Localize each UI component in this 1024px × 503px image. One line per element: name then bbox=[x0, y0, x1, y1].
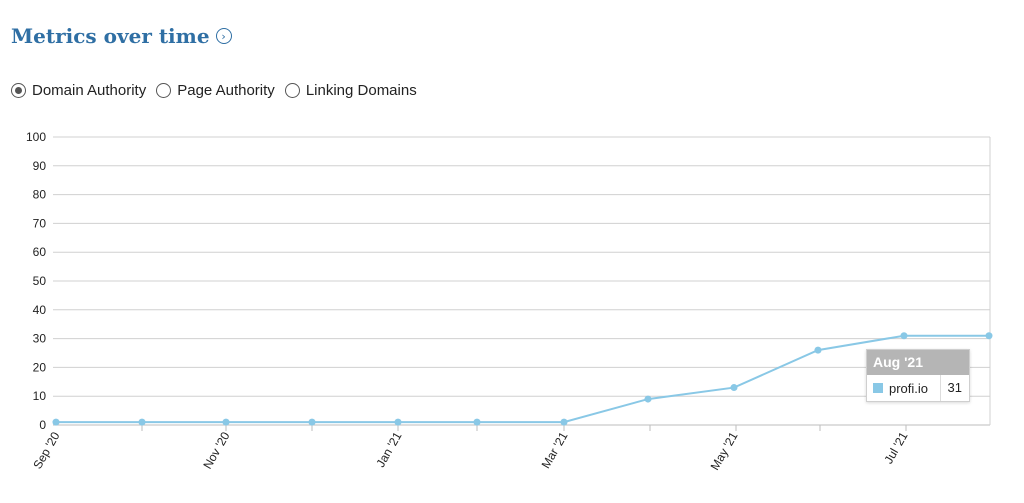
x-tick-label: Jul '21 bbox=[881, 429, 910, 466]
y-tick-label: 100 bbox=[26, 130, 46, 144]
y-tick-label: 0 bbox=[39, 418, 46, 432]
tooltip-value: 31 bbox=[939, 375, 969, 401]
metrics-line-chart: 0 10 20 30 40 50 60 70 80 90 100 Sep '20 Nov '20 Jan … bbox=[26, 130, 993, 473]
data-point bbox=[985, 332, 993, 340]
y-tick-label: 60 bbox=[33, 245, 47, 259]
x-tick-label: May '21 bbox=[708, 429, 741, 472]
y-tick-label: 50 bbox=[33, 274, 47, 288]
y-tick-label: 90 bbox=[33, 159, 47, 173]
data-point bbox=[730, 384, 738, 392]
metric-selector: Domain Authority Page Authority Linking … bbox=[11, 82, 417, 99]
x-tick-label: Jan '21 bbox=[373, 429, 404, 469]
radio-unchecked-icon[interactable] bbox=[156, 83, 172, 98]
radio-page-authority[interactable]: Page Authority bbox=[156, 82, 275, 99]
y-tick-label: 70 bbox=[33, 216, 47, 230]
y-tick-label: 30 bbox=[33, 332, 47, 346]
data-point bbox=[814, 346, 822, 354]
data-point bbox=[222, 418, 230, 426]
tooltip-series-name: profi.io bbox=[889, 380, 929, 396]
x-tick-label: Nov '20 bbox=[200, 429, 232, 471]
data-point bbox=[560, 418, 568, 426]
tooltip-row: profi.io 31 bbox=[867, 375, 969, 401]
page-title-text: Metrics over time bbox=[11, 24, 210, 48]
y-tick-label: 10 bbox=[33, 389, 47, 403]
radio-unchecked-icon[interactable] bbox=[284, 83, 300, 98]
data-point bbox=[644, 395, 652, 403]
radio-label: Linking Domains bbox=[305, 82, 417, 99]
y-tick-label: 40 bbox=[33, 303, 47, 317]
data-point bbox=[900, 332, 908, 340]
radio-label: Page Authority bbox=[177, 82, 275, 99]
series-swatch bbox=[873, 383, 883, 393]
data-point bbox=[394, 418, 402, 426]
x-tick-label: Sep '20 bbox=[30, 429, 62, 471]
chart-tooltip: Aug '21 profi.io 31 bbox=[866, 349, 970, 402]
tooltip-title: Aug '21 bbox=[867, 350, 969, 375]
series-line-profi-io bbox=[56, 334, 989, 424]
x-tick-label: Mar '21 bbox=[539, 429, 571, 471]
data-point bbox=[308, 418, 316, 426]
y-tick-label: 20 bbox=[33, 360, 47, 374]
chevron-right-circle-icon[interactable]: › bbox=[215, 28, 232, 44]
radio-label: Domain Authority bbox=[32, 82, 147, 99]
data-point bbox=[52, 418, 60, 426]
data-point bbox=[138, 418, 146, 426]
radio-checked-icon[interactable] bbox=[11, 83, 26, 98]
radio-domain-authority[interactable]: Domain Authority bbox=[11, 82, 146, 99]
radio-linking-domains[interactable]: Linking Domains bbox=[284, 82, 417, 99]
y-tick-label: 80 bbox=[33, 188, 47, 202]
page-title: Metrics over time › bbox=[11, 24, 232, 48]
data-point bbox=[473, 418, 481, 426]
